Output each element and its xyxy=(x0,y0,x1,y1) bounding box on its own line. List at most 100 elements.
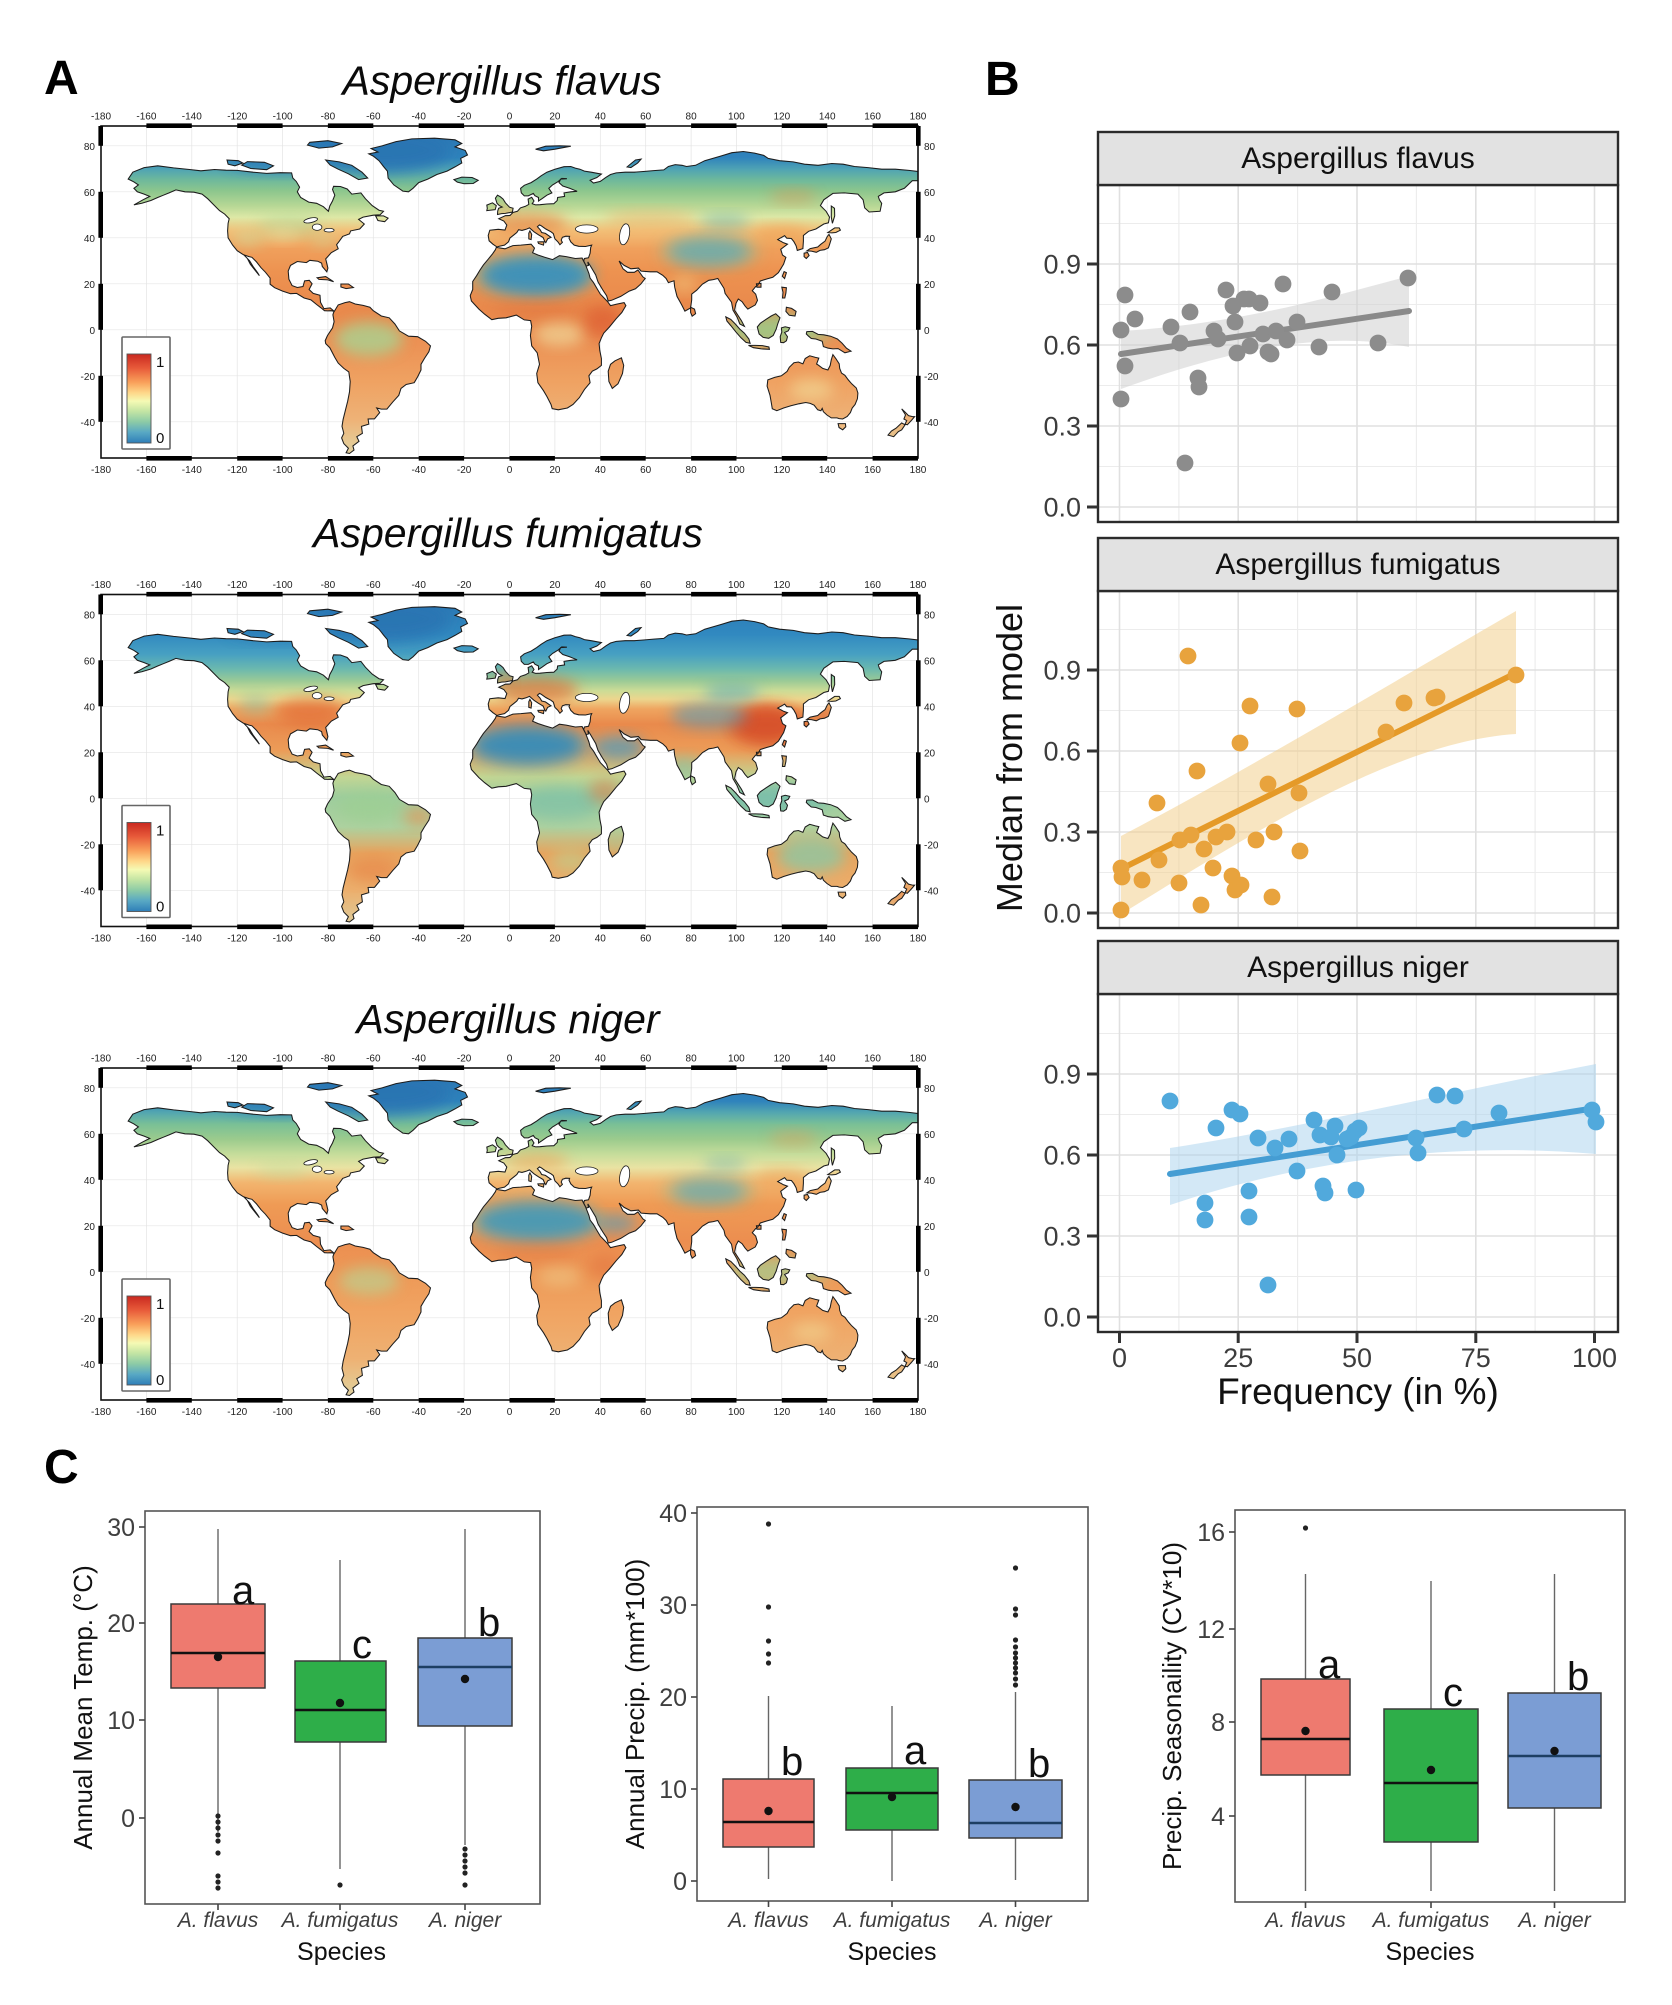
svg-text:120: 120 xyxy=(773,1407,790,1418)
svg-text:Species: Species xyxy=(1386,1938,1475,1966)
svg-text:a: a xyxy=(1318,1643,1341,1687)
svg-text:A. flavus: A. flavus xyxy=(176,1909,259,1932)
svg-text:A. fumigatus: A. fumigatus xyxy=(280,1909,399,1932)
svg-text:20: 20 xyxy=(549,112,561,123)
svg-text:-20: -20 xyxy=(81,372,96,383)
svg-text:40: 40 xyxy=(924,234,936,245)
svg-text:20: 20 xyxy=(84,748,96,759)
svg-text:0: 0 xyxy=(89,326,95,337)
svg-text:-160: -160 xyxy=(136,465,156,476)
svg-text:180: 180 xyxy=(910,1054,927,1065)
svg-text:Annual Mean Temp. (°C): Annual Mean Temp. (°C) xyxy=(68,1565,98,1850)
svg-text:180: 180 xyxy=(910,465,927,476)
svg-text:0.3: 0.3 xyxy=(1043,1222,1081,1252)
svg-text:20: 20 xyxy=(659,1684,687,1712)
svg-text:0: 0 xyxy=(89,1268,95,1279)
svg-text:40: 40 xyxy=(595,112,607,123)
svg-text:-20: -20 xyxy=(457,934,472,945)
svg-text:Species: Species xyxy=(848,1938,937,1966)
svg-text:-20: -20 xyxy=(457,465,472,476)
svg-text:-80: -80 xyxy=(321,934,336,945)
svg-text:30: 30 xyxy=(107,1514,135,1542)
svg-text:25: 25 xyxy=(1223,1343,1253,1373)
svg-text:Annual Precip. (mm*100): Annual Precip. (mm*100) xyxy=(620,1559,650,1849)
svg-text:-20: -20 xyxy=(457,1054,472,1065)
svg-text:80: 80 xyxy=(84,1084,96,1095)
svg-text:-100: -100 xyxy=(273,465,293,476)
svg-text:0: 0 xyxy=(924,1268,930,1279)
svg-text:-20: -20 xyxy=(457,112,472,123)
svg-text:-40: -40 xyxy=(924,886,939,897)
svg-text:100: 100 xyxy=(728,1407,745,1418)
svg-text:120: 120 xyxy=(773,934,790,945)
svg-text:80: 80 xyxy=(686,1054,698,1065)
svg-text:-100: -100 xyxy=(273,112,293,123)
svg-text:-160: -160 xyxy=(136,1054,156,1065)
svg-text:8: 8 xyxy=(1211,1709,1225,1737)
svg-text:40: 40 xyxy=(595,934,607,945)
svg-text:-40: -40 xyxy=(81,1360,96,1371)
svg-text:-140: -140 xyxy=(182,1407,202,1418)
svg-text:Aspergillus niger: Aspergillus niger xyxy=(353,996,661,1042)
svg-text:60: 60 xyxy=(640,1407,652,1418)
svg-text:12: 12 xyxy=(1197,1616,1225,1644)
svg-text:0.0: 0.0 xyxy=(1043,899,1081,929)
svg-text:30: 30 xyxy=(659,1592,687,1620)
svg-text:0.6: 0.6 xyxy=(1043,737,1081,767)
svg-text:b: b xyxy=(1567,1655,1589,1699)
svg-text:120: 120 xyxy=(773,1054,790,1065)
svg-text:A. fumigatus: A. fumigatus xyxy=(1371,1909,1490,1932)
svg-text:80: 80 xyxy=(686,934,698,945)
svg-text:-60: -60 xyxy=(366,465,381,476)
svg-text:-20: -20 xyxy=(924,372,939,383)
svg-text:A. flavus: A. flavus xyxy=(1263,1909,1346,1932)
svg-text:80: 80 xyxy=(686,465,698,476)
svg-text:10: 10 xyxy=(107,1707,135,1735)
svg-text:-120: -120 xyxy=(227,465,247,476)
svg-text:80: 80 xyxy=(924,1084,936,1095)
svg-text:Species: Species xyxy=(297,1938,386,1966)
svg-text:-160: -160 xyxy=(136,112,156,123)
svg-text:-180: -180 xyxy=(91,934,111,945)
svg-text:0.9: 0.9 xyxy=(1043,250,1081,280)
svg-text:0.3: 0.3 xyxy=(1043,412,1081,442)
svg-text:20: 20 xyxy=(84,280,96,291)
svg-text:-120: -120 xyxy=(227,112,247,123)
svg-text:-100: -100 xyxy=(273,1054,293,1065)
svg-text:4: 4 xyxy=(1211,1803,1225,1831)
svg-text:40: 40 xyxy=(595,1407,607,1418)
svg-text:Aspergillus fumigatus: Aspergillus fumigatus xyxy=(1215,548,1500,581)
svg-text:160: 160 xyxy=(864,1407,881,1418)
svg-text:0: 0 xyxy=(924,326,930,337)
svg-text:160: 160 xyxy=(864,934,881,945)
svg-text:-20: -20 xyxy=(81,840,96,851)
svg-text:-40: -40 xyxy=(81,418,96,429)
svg-text:-160: -160 xyxy=(136,1407,156,1418)
svg-text:-20: -20 xyxy=(457,580,472,591)
svg-text:60: 60 xyxy=(640,1054,652,1065)
svg-text:-180: -180 xyxy=(91,112,111,123)
svg-text:0: 0 xyxy=(507,580,513,591)
svg-text:75: 75 xyxy=(1461,1343,1491,1373)
svg-text:1: 1 xyxy=(156,1296,164,1313)
svg-text:60: 60 xyxy=(924,656,936,667)
svg-text:20: 20 xyxy=(107,1610,135,1638)
svg-text:180: 180 xyxy=(910,112,927,123)
svg-text:-160: -160 xyxy=(136,580,156,591)
svg-text:A: A xyxy=(44,52,79,105)
svg-text:120: 120 xyxy=(773,112,790,123)
svg-text:-40: -40 xyxy=(411,112,426,123)
svg-text:-80: -80 xyxy=(321,1407,336,1418)
svg-text:40: 40 xyxy=(595,1054,607,1065)
svg-text:40: 40 xyxy=(84,702,96,713)
svg-text:0: 0 xyxy=(121,1805,135,1833)
svg-text:-40: -40 xyxy=(81,886,96,897)
svg-text:20: 20 xyxy=(549,580,561,591)
svg-text:B: B xyxy=(985,53,1020,106)
svg-text:-180: -180 xyxy=(91,1407,111,1418)
svg-text:0.6: 0.6 xyxy=(1043,1141,1081,1171)
svg-text:120: 120 xyxy=(773,465,790,476)
svg-text:16: 16 xyxy=(1197,1519,1225,1547)
svg-text:0.9: 0.9 xyxy=(1043,656,1081,686)
svg-text:100: 100 xyxy=(728,112,745,123)
